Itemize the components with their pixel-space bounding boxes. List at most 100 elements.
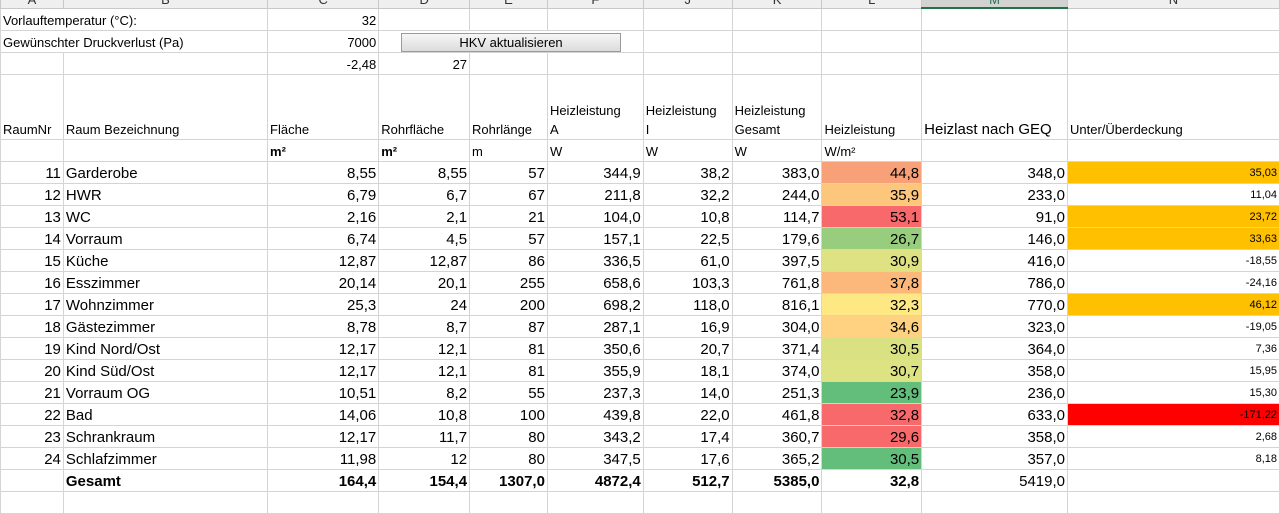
cell-heizleistung[interactable]: 30,9 — [821, 249, 923, 272]
cell[interactable] — [378, 491, 471, 514]
cell[interactable] — [642, 52, 733, 75]
cell-heizleistung-i[interactable]: 38,2 — [642, 161, 733, 184]
cell[interactable] — [546, 491, 644, 514]
cell-heizleistung-a[interactable]: 658,6 — [546, 271, 644, 294]
cell-flaeche[interactable]: 6,74 — [267, 227, 380, 250]
cell-heizleistung[interactable]: 35,9 — [821, 183, 923, 206]
cell-heizleistung-gesamt[interactable]: 397,5 — [731, 249, 823, 272]
header-heizleistung-a[interactable]: Heizleistung A — [546, 74, 644, 140]
cell-flaeche[interactable]: 12,87 — [267, 249, 380, 272]
cell-heizleistung-gesamt[interactable]: 365,2 — [731, 447, 823, 470]
total-heizleistung[interactable]: 32,8 — [821, 469, 923, 492]
cell-heizleistung-i[interactable]: 22,5 — [642, 227, 733, 250]
cell[interactable] — [1067, 469, 1280, 492]
temperature-value[interactable]: 32 — [267, 7, 380, 31]
cell-raum-bezeichnung[interactable]: Bad — [62, 403, 269, 426]
cell-heizlast-geq[interactable]: 357,0 — [921, 447, 1068, 470]
cell-rohrflaeche[interactable]: 2,1 — [378, 205, 471, 228]
cell-raumnr[interactable]: 15 — [0, 249, 64, 272]
cell[interactable] — [62, 52, 269, 75]
cell-raumnr[interactable]: 14 — [0, 227, 64, 250]
cell-rohrflaeche[interactable]: 11,7 — [378, 425, 471, 448]
cell-heizlast-geq[interactable]: 358,0 — [921, 425, 1068, 448]
cell-heizleistung-a[interactable]: 157,1 — [546, 227, 644, 250]
cell[interactable] — [1067, 30, 1280, 53]
header-rohrlaenge[interactable]: Rohrlänge — [469, 74, 548, 140]
cell-raumnr[interactable]: 19 — [0, 337, 64, 360]
cell-heizleistung-gesamt[interactable]: 371,4 — [731, 337, 823, 360]
cell-deckung[interactable]: 11,04 — [1067, 183, 1280, 206]
cell-rohrlaenge[interactable]: 200 — [469, 293, 548, 316]
header-heizleistung-i[interactable]: Heizleistung I — [642, 74, 733, 140]
cell-rohrflaeche[interactable]: 12 — [378, 447, 471, 470]
cell-raum-bezeichnung[interactable]: Küche — [62, 249, 269, 272]
cell-raum-bezeichnung[interactable]: HWR — [62, 183, 269, 206]
cell-flaeche[interactable]: 11,98 — [267, 447, 380, 470]
cell-heizleistung-a[interactable]: 104,0 — [546, 205, 644, 228]
column-header-n[interactable]: N — [1067, 0, 1280, 9]
cell-heizleistung-gesamt[interactable]: 304,0 — [731, 315, 823, 338]
cell[interactable] — [62, 139, 269, 162]
cell-heizleistung-a[interactable]: 237,3 — [546, 381, 644, 404]
cell[interactable] — [1067, 7, 1280, 31]
cell-flaeche[interactable]: 2,16 — [267, 205, 380, 228]
cell-heizleistung-gesamt[interactable]: 114,7 — [731, 205, 823, 228]
cell-heizleistung-gesamt[interactable]: 179,6 — [731, 227, 823, 250]
cell-heizleistung[interactable]: 30,7 — [821, 359, 923, 382]
cell[interactable] — [1067, 52, 1280, 75]
total-label[interactable]: Gesamt — [62, 469, 269, 492]
header-bezeichnung[interactable]: Raum Bezeichnung — [62, 74, 269, 140]
cell-rohrlaenge[interactable]: 21 — [469, 205, 548, 228]
total-heizleistung-a[interactable]: 4872,4 — [546, 469, 644, 492]
cell-flaeche[interactable]: 8,78 — [267, 315, 380, 338]
cell-rohrlaenge[interactable]: 67 — [469, 183, 548, 206]
header-deckung[interactable]: Unter/Überdeckung — [1067, 74, 1280, 140]
cell-rohrlaenge[interactable]: 87 — [469, 315, 548, 338]
cell[interactable] — [469, 491, 548, 514]
cell[interactable] — [821, 491, 923, 514]
cell-raum-bezeichnung[interactable]: Wohnzimmer — [62, 293, 269, 316]
column-header-b[interactable]: B — [62, 0, 269, 9]
cell-rohrlaenge[interactable]: 80 — [469, 425, 548, 448]
cell-heizleistung-gesamt[interactable]: 360,7 — [731, 425, 823, 448]
cell-heizleistung-i[interactable]: 32,2 — [642, 183, 733, 206]
cell-raumnr[interactable]: 16 — [0, 271, 64, 294]
cell[interactable] — [378, 7, 471, 31]
cell-raum-bezeichnung[interactable]: Kind Süd/Ost — [62, 359, 269, 382]
c3-value[interactable]: -2,48 — [267, 52, 380, 75]
cell-heizleistung-a[interactable]: 343,2 — [546, 425, 644, 448]
cell-heizleistung-i[interactable]: 20,7 — [642, 337, 733, 360]
cell-heizleistung[interactable]: 32,3 — [821, 293, 923, 316]
cell-deckung[interactable]: -18,55 — [1067, 249, 1280, 272]
cell-rohrlaenge[interactable]: 100 — [469, 403, 548, 426]
column-header-f[interactable]: F — [546, 0, 644, 9]
cell-heizleistung-gesamt[interactable]: 374,0 — [731, 359, 823, 382]
cell-raumnr[interactable]: 13 — [0, 205, 64, 228]
cell-heizleistung-i[interactable]: 18,1 — [642, 359, 733, 382]
unit-rohrlaenge[interactable]: m — [469, 139, 548, 162]
cell-raum-bezeichnung[interactable]: Schlafzimmer — [62, 447, 269, 470]
cell-raumnr[interactable]: 21 — [0, 381, 64, 404]
cell[interactable] — [642, 7, 733, 31]
cell[interactable] — [731, 7, 823, 31]
cell-heizlast-geq[interactable]: 416,0 — [921, 249, 1068, 272]
cell-heizleistung-gesamt[interactable]: 816,1 — [731, 293, 823, 316]
cell-heizleistung-a[interactable]: 336,5 — [546, 249, 644, 272]
cell[interactable] — [731, 491, 823, 514]
cell-deckung[interactable]: 7,36 — [1067, 337, 1280, 360]
cell-deckung[interactable]: 8,18 — [1067, 447, 1280, 470]
cell[interactable] — [821, 30, 923, 53]
column-header-d[interactable]: D — [378, 0, 471, 9]
cell-rohrflaeche[interactable]: 4,5 — [378, 227, 471, 250]
cell-rohrflaeche[interactable]: 24 — [378, 293, 471, 316]
cell-heizleistung-i[interactable]: 17,6 — [642, 447, 733, 470]
cell-heizleistung-gesamt[interactable]: 251,3 — [731, 381, 823, 404]
cell[interactable] — [821, 7, 923, 31]
cell-heizleistung-i[interactable]: 103,3 — [642, 271, 733, 294]
cell-flaeche[interactable]: 12,17 — [267, 425, 380, 448]
cell-heizleistung-i[interactable]: 61,0 — [642, 249, 733, 272]
cell[interactable] — [642, 491, 733, 514]
cell-heizleistung-i[interactable]: 22,0 — [642, 403, 733, 426]
cell-heizlast-geq[interactable]: 633,0 — [921, 403, 1068, 426]
cell-raum-bezeichnung[interactable]: Kind Nord/Ost — [62, 337, 269, 360]
